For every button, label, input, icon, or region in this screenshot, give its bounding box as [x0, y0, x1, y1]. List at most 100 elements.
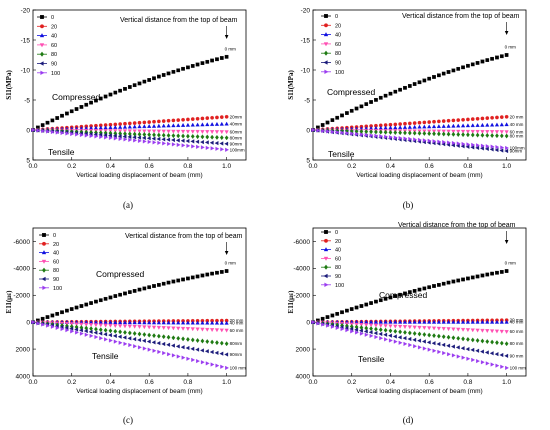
data-point — [180, 138, 185, 143]
data-point — [490, 56, 494, 61]
legend-label: 100 — [51, 71, 60, 77]
data-point — [210, 362, 215, 367]
data-point — [151, 123, 157, 128]
data-point — [384, 134, 388, 139]
data-point — [475, 328, 480, 333]
data-point — [489, 319, 495, 324]
data-point — [446, 70, 451, 74]
data-point — [466, 132, 470, 138]
legend-marker — [323, 60, 328, 65]
data-point — [369, 301, 373, 305]
data-point — [195, 130, 200, 134]
data-point — [171, 69, 176, 74]
data-point — [142, 139, 147, 144]
data-point — [475, 116, 480, 121]
data-point — [215, 115, 219, 120]
legend-label: 90 — [335, 274, 341, 280]
x-tick-label: 1.0 — [502, 379, 511, 386]
data-point — [142, 129, 147, 134]
data-point — [171, 335, 176, 341]
data-point — [84, 133, 89, 138]
data-point — [162, 350, 167, 356]
data-point — [494, 319, 500, 324]
data-point — [176, 68, 181, 73]
data-point — [122, 320, 128, 325]
data-point — [436, 124, 441, 128]
data-point — [175, 138, 180, 143]
data-point — [349, 307, 354, 311]
x-tick-label: 0.4 — [106, 379, 115, 386]
data-point — [374, 98, 378, 102]
data-point — [374, 133, 379, 138]
data-point — [171, 353, 176, 358]
data-point — [374, 326, 378, 332]
legend-marker — [324, 264, 328, 270]
data-point — [475, 274, 480, 279]
y-tick-label: -20 — [301, 7, 311, 14]
data-point — [185, 320, 191, 325]
data-point — [171, 142, 176, 147]
data-point — [214, 320, 220, 325]
data-point — [316, 321, 321, 326]
data-point — [215, 57, 219, 62]
x-tick-label: 0.6 — [425, 163, 434, 170]
data-point — [142, 286, 147, 291]
data-point — [113, 90, 118, 95]
data-point — [489, 329, 495, 334]
data-point — [393, 135, 398, 140]
data-point — [185, 327, 191, 331]
data-point — [200, 61, 205, 65]
data-point — [70, 329, 75, 334]
data-point — [137, 345, 142, 350]
data-point — [494, 352, 499, 357]
data-point — [219, 121, 224, 126]
series-end-label: 80mm — [230, 341, 243, 346]
data-point — [485, 319, 490, 324]
data-point — [460, 346, 465, 351]
series-end-label: 90mm — [230, 141, 243, 146]
data-point — [137, 337, 142, 343]
data-point — [195, 327, 200, 332]
data-point — [413, 344, 418, 349]
data-point — [373, 319, 379, 324]
x-axis-label: Vertical loading displacement of beam (m… — [76, 172, 202, 179]
data-point — [427, 131, 432, 137]
legend-label: 60 — [51, 43, 57, 49]
x-tick-label: 0.0 — [308, 163, 317, 170]
data-point — [417, 325, 422, 330]
series-80: 80 mm — [311, 127, 524, 139]
data-point — [441, 71, 446, 76]
data-point — [224, 130, 229, 135]
data-point — [127, 85, 132, 89]
y-tick-label: -15 — [301, 37, 311, 44]
x-tick-label: 0.2 — [347, 379, 356, 386]
data-point — [147, 129, 152, 134]
data-point — [388, 125, 393, 130]
data-point — [180, 320, 186, 325]
data-point — [446, 280, 451, 285]
data-point — [166, 342, 171, 347]
compressed-label: Compressed — [96, 269, 144, 279]
data-point — [181, 133, 185, 139]
data-point — [461, 336, 465, 342]
data-point — [65, 308, 69, 313]
data-point — [364, 332, 369, 337]
data-point — [94, 299, 98, 304]
annotation-text: Vertical distance from the top of beam — [120, 17, 238, 24]
data-point — [412, 82, 417, 86]
data-point — [412, 124, 417, 129]
data-point — [427, 76, 432, 81]
data-point — [489, 351, 494, 356]
data-point — [359, 331, 364, 336]
series-90: 90mm — [30, 320, 242, 357]
data-point — [220, 147, 225, 152]
data-point — [398, 292, 402, 297]
data-point — [446, 131, 451, 137]
data-point — [99, 336, 104, 341]
legend: 0 20 40 60 80 90 100 — [37, 15, 60, 77]
data-point — [359, 132, 364, 137]
data-point — [200, 139, 204, 145]
data-point — [55, 325, 60, 331]
series-end-label: 0 mm — [505, 45, 517, 50]
data-point — [84, 322, 89, 327]
